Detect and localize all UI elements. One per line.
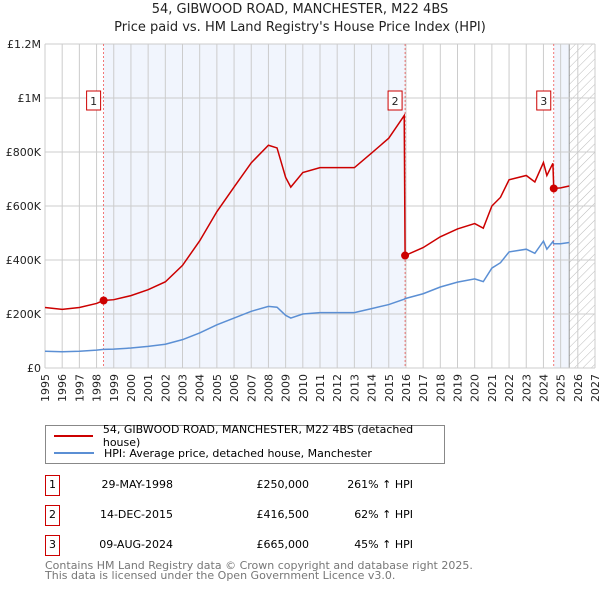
legend-item-property: 54, GIBWOOD ROAD, MANCHESTER, M22 4BS (d… <box>54 423 444 449</box>
x-tick-label: 2007 <box>245 374 258 402</box>
sale-hpi: 45% ↑ HPI <box>354 538 413 551</box>
sale-price: £250,000 <box>256 478 310 491</box>
sale-marker-box <box>536 90 552 111</box>
x-tick-label: 2027 <box>589 374 600 402</box>
x-tick-label: 2020 <box>469 374 482 402</box>
x-tick-label: 2011 <box>314 374 327 402</box>
x-tick-label: 2018 <box>434 374 447 402</box>
footer-line: This data is licensed under the Open Gov… <box>45 569 396 582</box>
sale-marker-label: 2 <box>392 95 399 108</box>
sale-date: 29-MAY-1998 <box>101 478 173 491</box>
sale-marker: 3 <box>45 535 60 556</box>
x-tick-label: 2026 <box>572 374 585 402</box>
x-tick-label: 2003 <box>177 374 190 402</box>
sale-row: 2 14-DEC-2015 £416,500 62% ↑ HPI <box>45 505 465 526</box>
sale-hpi: 261% ↑ HPI <box>347 478 413 491</box>
x-tick-label: 2002 <box>159 374 172 402</box>
footer: Contains HM Land Registry data © Crown c… <box>45 559 473 582</box>
y-tick-label: £1.2M <box>7 38 41 51</box>
x-tick-label: 2017 <box>417 374 430 402</box>
legend-label: 54, GIBWOOD ROAD, MANCHESTER, M22 4BS (d… <box>102 423 414 449</box>
hpi-line <box>44 239 570 353</box>
legend-item-hpi: HPI: Average price, detached house, Manc… <box>54 445 372 461</box>
y-tick-label: £200K <box>6 308 42 321</box>
sale-marker: 1 <box>45 475 60 496</box>
sale-point <box>401 251 410 260</box>
x-tick-label: 2024 <box>537 374 550 402</box>
legend: 54, GIBWOOD ROAD, MANCHESTER, M22 4BS (d… <box>45 423 445 464</box>
y-tick-label: £0 <box>27 362 41 375</box>
y-tick-label: £400K <box>6 254 42 267</box>
sale-date: 09-AUG-2024 <box>99 538 173 551</box>
x-tick-label: 2015 <box>383 374 396 402</box>
x-tick-label: 2025 <box>555 374 568 402</box>
sale-marker-label: 1 <box>90 95 97 108</box>
x-tick-label: 2012 <box>331 374 344 402</box>
sale-row: 1 29-MAY-1998 £250,000 261% ↑ HPI <box>45 475 465 496</box>
x-tick-label: 1998 <box>91 374 104 402</box>
y-tick-label: £1M <box>18 92 42 105</box>
legend-label: HPI: Average price, detached house, Manc… <box>104 446 372 460</box>
sale-marker-label: 3 <box>540 95 547 108</box>
x-tick-label: 2010 <box>297 374 310 402</box>
x-tick-label: 2014 <box>366 374 379 402</box>
x-tick-label: 1995 <box>39 374 52 402</box>
x-tick-label: 1997 <box>73 374 86 402</box>
sale-marker: 2 <box>45 505 60 526</box>
x-tick-label: 2001 <box>142 374 155 402</box>
x-tick-label: 2023 <box>520 374 533 402</box>
footer-line: Contains HM Land Registry data © Crown c… <box>45 559 473 572</box>
x-tick-label: 2008 <box>262 374 275 402</box>
x-tick-label: 2013 <box>348 374 361 402</box>
property-price-line <box>44 113 570 311</box>
x-tick-label: 2016 <box>400 374 413 402</box>
x-tick-label: 1996 <box>56 374 69 402</box>
sale-hpi: 62% ↑ HPI <box>354 508 413 521</box>
sale-price: £665,000 <box>256 538 310 551</box>
y-tick-label: £800K <box>6 146 42 159</box>
sale-price: £416,500 <box>256 508 310 521</box>
chart-subtitle: Price paid vs. HM Land Registry's House … <box>114 20 486 35</box>
x-tick-label: 2004 <box>194 374 207 402</box>
x-tick-label: 2021 <box>486 374 499 402</box>
chart-title: 54, GIBWOOD ROAD, MANCHESTER, M22 4BS <box>151 2 449 17</box>
sale-marker-box <box>86 90 102 111</box>
price-chart: 1995 1996 1997 1998 1999 2000 2001 2002 2003 2004… <box>6 38 600 402</box>
x-tick-label: 2005 <box>211 374 224 402</box>
sale-date: 14-DEC-2015 <box>99 508 173 521</box>
x-tick-label: 2022 <box>503 374 516 402</box>
x-tick-label: 2009 <box>280 374 293 402</box>
legend-swatch <box>54 435 93 437</box>
sale-row: 3 09-AUG-2024 £665,000 45% ↑ HPI <box>45 535 465 556</box>
legend-swatch <box>54 452 94 454</box>
x-tick-label: 1999 <box>108 374 121 402</box>
sale-point <box>99 296 108 305</box>
sale-point <box>549 184 558 193</box>
x-tick-label: 2006 <box>228 374 241 402</box>
y-tick-label: £600K <box>6 200 42 213</box>
x-tick-label: 2019 <box>452 374 465 402</box>
x-tick-label: 2000 <box>125 374 138 402</box>
sale-marker-box <box>387 90 403 111</box>
